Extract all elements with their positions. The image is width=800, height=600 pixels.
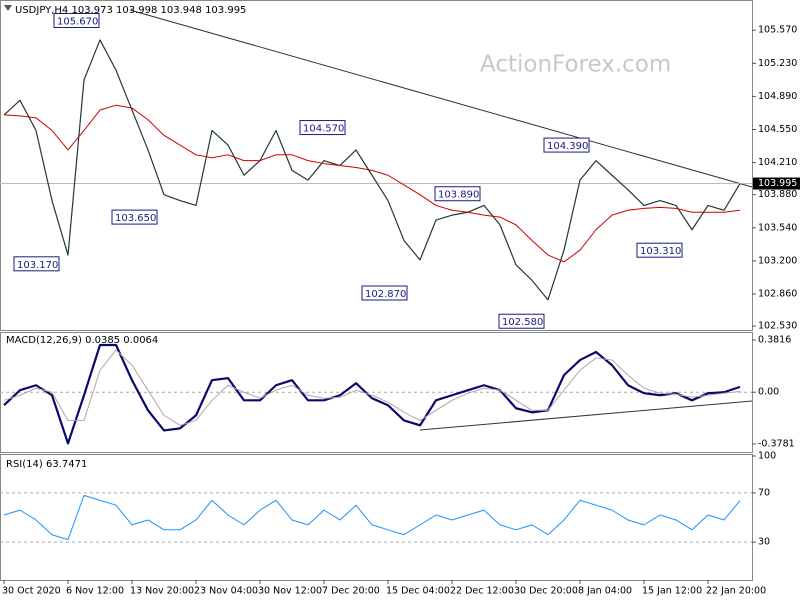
x-tick-label: 15 Jan 12:00 xyxy=(642,586,702,597)
y-tick-label: 102.530 xyxy=(758,321,797,332)
annotation-box xyxy=(434,186,481,202)
y-tick-label: 0.00 xyxy=(758,387,779,398)
series-line xyxy=(3,104,741,263)
annotation-box xyxy=(498,313,545,329)
series-line xyxy=(3,349,741,426)
y-tick-label: 104.550 xyxy=(758,124,797,135)
y-tick-label: 70 xyxy=(758,487,770,498)
x-tick-label: 30 Nov 12:00 xyxy=(258,586,322,597)
y-tick-label: 103.880 xyxy=(758,189,797,200)
annotation-box xyxy=(636,242,683,258)
panel-title: USDJPY,H4 103.973 103.998 103.948 103.99… xyxy=(15,5,246,16)
series-line xyxy=(3,39,741,301)
annotation-box xyxy=(299,120,346,136)
x-tick-label: 6 Nov 12:00 xyxy=(66,586,124,597)
y-tick-label: 104.210 xyxy=(758,157,797,168)
x-tick-label: 30 Dec 20:00 xyxy=(514,586,578,597)
annotation-box xyxy=(111,209,158,225)
y-tick-label: 104.890 xyxy=(758,91,797,102)
last-price-box xyxy=(753,177,800,190)
price-panel xyxy=(0,0,753,331)
panel-title: RSI(14) 63.7471 xyxy=(6,459,87,470)
annotation-label: 103.310 xyxy=(640,246,681,257)
x-tick-label: 23 Nov 04:00 xyxy=(194,586,258,597)
y-tick-label: 30 xyxy=(758,537,770,548)
x-tick-label: 8 Jan 04:00 xyxy=(578,586,632,597)
y-tick-label: 105.230 xyxy=(758,58,797,69)
watermark: ActionForex.com xyxy=(480,52,671,78)
x-tick-label: 22 Jan 20:00 xyxy=(706,586,766,597)
annotation-box xyxy=(13,256,60,272)
y-tick-label: 105.570 xyxy=(758,25,797,36)
x-tick-label: 13 Nov 20:00 xyxy=(130,586,194,597)
x-tick-label: 22 Dec 12:00 xyxy=(450,586,514,597)
series-line xyxy=(3,494,741,541)
annotation-label: 104.570 xyxy=(303,124,344,135)
symbol-icon xyxy=(4,5,12,11)
annotation-label: 103.650 xyxy=(115,213,156,224)
y-tick-label: 103.200 xyxy=(758,255,797,266)
series-line xyxy=(3,343,741,445)
panel-title: MACD(12,26,9) 0.0385 0.0064 xyxy=(6,335,158,346)
annotation-label: 104.390 xyxy=(547,141,588,152)
annotation-box xyxy=(361,285,408,301)
x-tick-label: 30 Oct 2020 xyxy=(2,586,61,597)
annotation-box xyxy=(53,12,100,28)
last-price-label: 103.995 xyxy=(758,178,797,189)
annotation-label: 103.890 xyxy=(438,190,479,201)
x-tick-label: 15 Dec 04:00 xyxy=(386,586,450,597)
annotation-label: 105.670 xyxy=(57,16,98,27)
y-tick-label: 100 xyxy=(758,451,776,462)
rsi-panel xyxy=(0,454,753,581)
y-tick-label: 0.3816 xyxy=(758,334,791,345)
annotation-box xyxy=(543,137,590,153)
macd-trendline xyxy=(419,400,753,431)
annotation-label: 102.870 xyxy=(365,289,406,300)
y-tick-label: 102.860 xyxy=(758,288,797,299)
y-tick-label: 103.540 xyxy=(758,222,797,233)
x-tick-label: 7 Dec 20:00 xyxy=(322,586,380,597)
annotation-label: 103.170 xyxy=(17,260,58,271)
y-tick-label: -0.3781 xyxy=(758,438,795,449)
price-trendline xyxy=(129,9,753,188)
annotation-label: 102.580 xyxy=(502,317,543,328)
